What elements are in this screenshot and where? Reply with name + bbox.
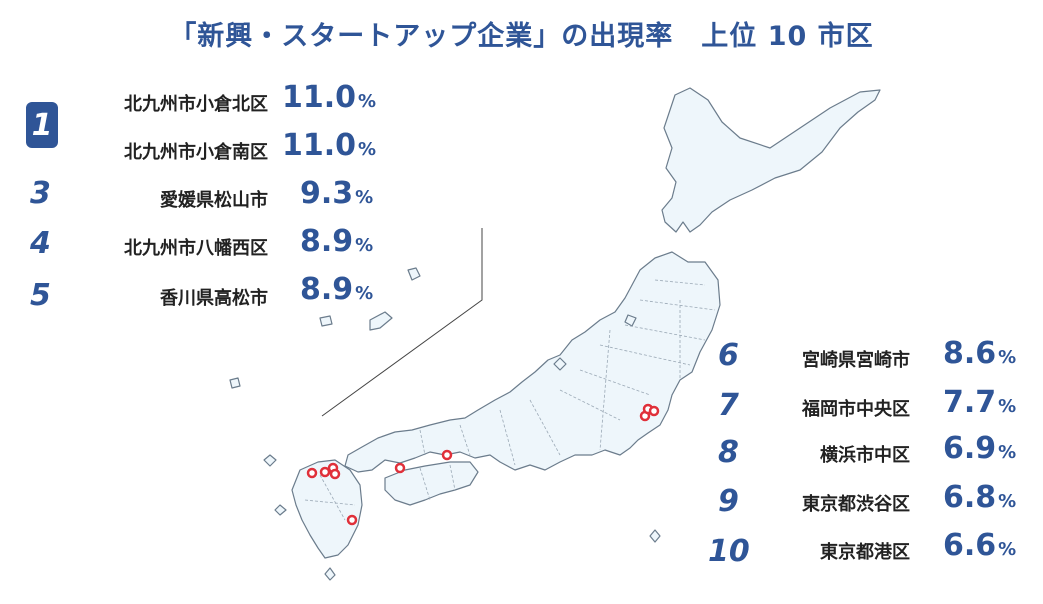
rate-value: 6.6% (943, 528, 1017, 563)
marker-miyazaki (346, 514, 358, 526)
shikoku (384, 461, 479, 506)
rank-number: 9 (718, 484, 739, 519)
rank-1-badge: 1 (26, 102, 58, 148)
city-label: 横浜市中区 (820, 445, 910, 466)
rank-number: 4 (30, 226, 51, 261)
rate-value: 6.8% (943, 480, 1017, 515)
city-label: 東京都渋谷区 (802, 494, 910, 515)
rate-value: 8.9% (300, 272, 374, 307)
city-label: 香川県高松市 (160, 288, 268, 309)
rate-value: 11.0% (282, 128, 377, 163)
rank-number: 6 (718, 338, 739, 373)
marker-minato (648, 405, 660, 417)
rate-value: 11.0% (282, 80, 377, 115)
marker-takamatsu (441, 449, 453, 461)
rank-number: 3 (30, 176, 51, 211)
rank-number: 10 (708, 534, 750, 569)
city-label: 北九州市小倉北区 (124, 94, 268, 115)
hokkaido (661, 87, 881, 233)
page-title: 「新興・スタートアップ企業」の出現率 上位 10 市区 (169, 21, 874, 52)
rank-number: 5 (30, 278, 51, 313)
city-label: 北九州市小倉南区 (124, 142, 268, 163)
rate-value: 9.3% (300, 176, 374, 211)
kyushu (291, 459, 363, 559)
rate-value: 6.9% (943, 431, 1017, 466)
rate-value: 8.9% (300, 224, 374, 259)
marker-fukuoka-chuo (306, 467, 318, 479)
marker-kitakyushu-yahatanishi (319, 466, 331, 478)
okinawa-inset-frame (321, 228, 483, 417)
rate-value: 7.7% (943, 385, 1017, 420)
city-label: 福岡市中央区 (802, 399, 910, 420)
marker-kitakyushu-kokuraminami (329, 468, 341, 480)
city-label: 東京都港区 (820, 542, 910, 563)
honshu (344, 251, 721, 473)
rate-value: 8.6% (943, 336, 1017, 371)
rank-number: 8 (718, 435, 739, 470)
rank-number: 7 (718, 388, 739, 423)
city-label: 愛媛県松山市 (160, 190, 268, 211)
city-label: 宮崎県宮崎市 (802, 350, 910, 371)
city-label: 北九州市八幡西区 (124, 238, 268, 259)
marker-matsuyama (394, 462, 406, 474)
